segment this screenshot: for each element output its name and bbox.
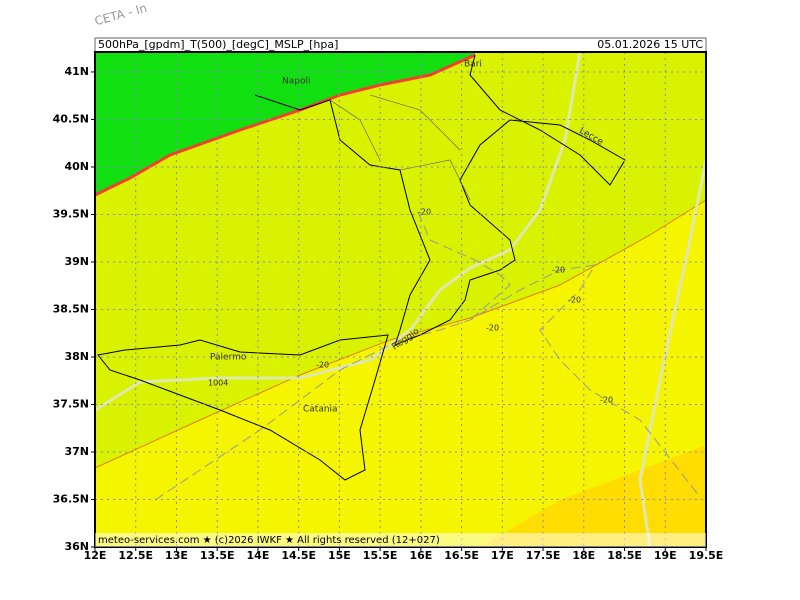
contour-label: -20: [568, 296, 581, 305]
isobar: [94, 51, 582, 412]
contour-orange: [94, 199, 707, 469]
lon-tick-label: 16E: [409, 549, 432, 562]
contour-label: -20: [316, 361, 329, 370]
plot: NapoliBariLeccePalermoReggioCatania-20-2…: [94, 51, 708, 548]
field-yellow: [95, 200, 706, 547]
lon-tick-label: 14.5E: [281, 549, 316, 562]
lon-tick-label: 12.5E: [118, 549, 153, 562]
lon-tick-label: 18E: [572, 549, 595, 562]
lon-tick-label: 17E: [491, 549, 514, 562]
contour-label: -20: [418, 208, 431, 217]
border: [329, 94, 471, 201]
lon-tick-label: 14E: [247, 549, 270, 562]
lon-tick-label: 16.5E: [444, 549, 479, 562]
lon-tick-label: 17.5E: [526, 549, 561, 562]
lat-tick-label: 36.5N: [53, 492, 89, 505]
contour-label: -20: [552, 266, 565, 275]
corner-text: CETA - In: [93, 1, 148, 28]
city-label: Palermo: [210, 353, 247, 363]
header-right: 05.01.2026 15 UTC: [597, 38, 703, 51]
lat-tick-label: 36N: [64, 540, 89, 553]
lat-tick-label: 38.5N: [53, 302, 89, 315]
isobar: [638, 159, 708, 548]
header-left: 500hPa_[gpdm]_T(500)_[degC]_MSLP_[hpa]: [98, 38, 338, 51]
lon-tick-label: 19E: [654, 549, 677, 562]
coastline: [97, 334, 389, 481]
lat-tick-label: 39.5N: [53, 207, 89, 220]
lon-tick-label: 15E: [328, 549, 351, 562]
field-green: [95, 52, 475, 195]
lon-tick-label: 13E: [165, 549, 188, 562]
lon-tick-label: 13.5E: [200, 549, 235, 562]
contour-label: -20: [486, 324, 499, 333]
lat-tick-label: 39N: [64, 255, 89, 268]
lat-tick-label: 41N: [64, 65, 89, 78]
lon-tick-label: 15.5E: [363, 549, 398, 562]
lat-tick-label: 40.5N: [53, 112, 89, 125]
footer-box: [95, 533, 706, 547]
isotherm: [154, 264, 701, 501]
city-label: Napoli: [282, 77, 310, 87]
city-label: Bari: [464, 60, 482, 70]
lat-tick-label: 40N: [64, 160, 89, 173]
lat-tick-label: 38N: [64, 350, 89, 363]
footer: meteo-services.com ★ (c)2026 IWKF ★ All …: [98, 535, 440, 546]
field-darkyellow: [480, 445, 706, 547]
isotherm: [417, 211, 511, 321]
city-label: Catania: [303, 405, 338, 415]
contour-label: -20: [600, 396, 613, 405]
lon-tick-label: 18.5E: [607, 549, 642, 562]
contour-label: 1004: [208, 379, 228, 388]
lat-tick-label: 37N: [64, 445, 89, 458]
lon-tick-label: 12E: [84, 549, 107, 562]
lat-tick-label: 37.5N: [53, 397, 89, 410]
lon-tick-label: 19.5E: [689, 549, 724, 562]
